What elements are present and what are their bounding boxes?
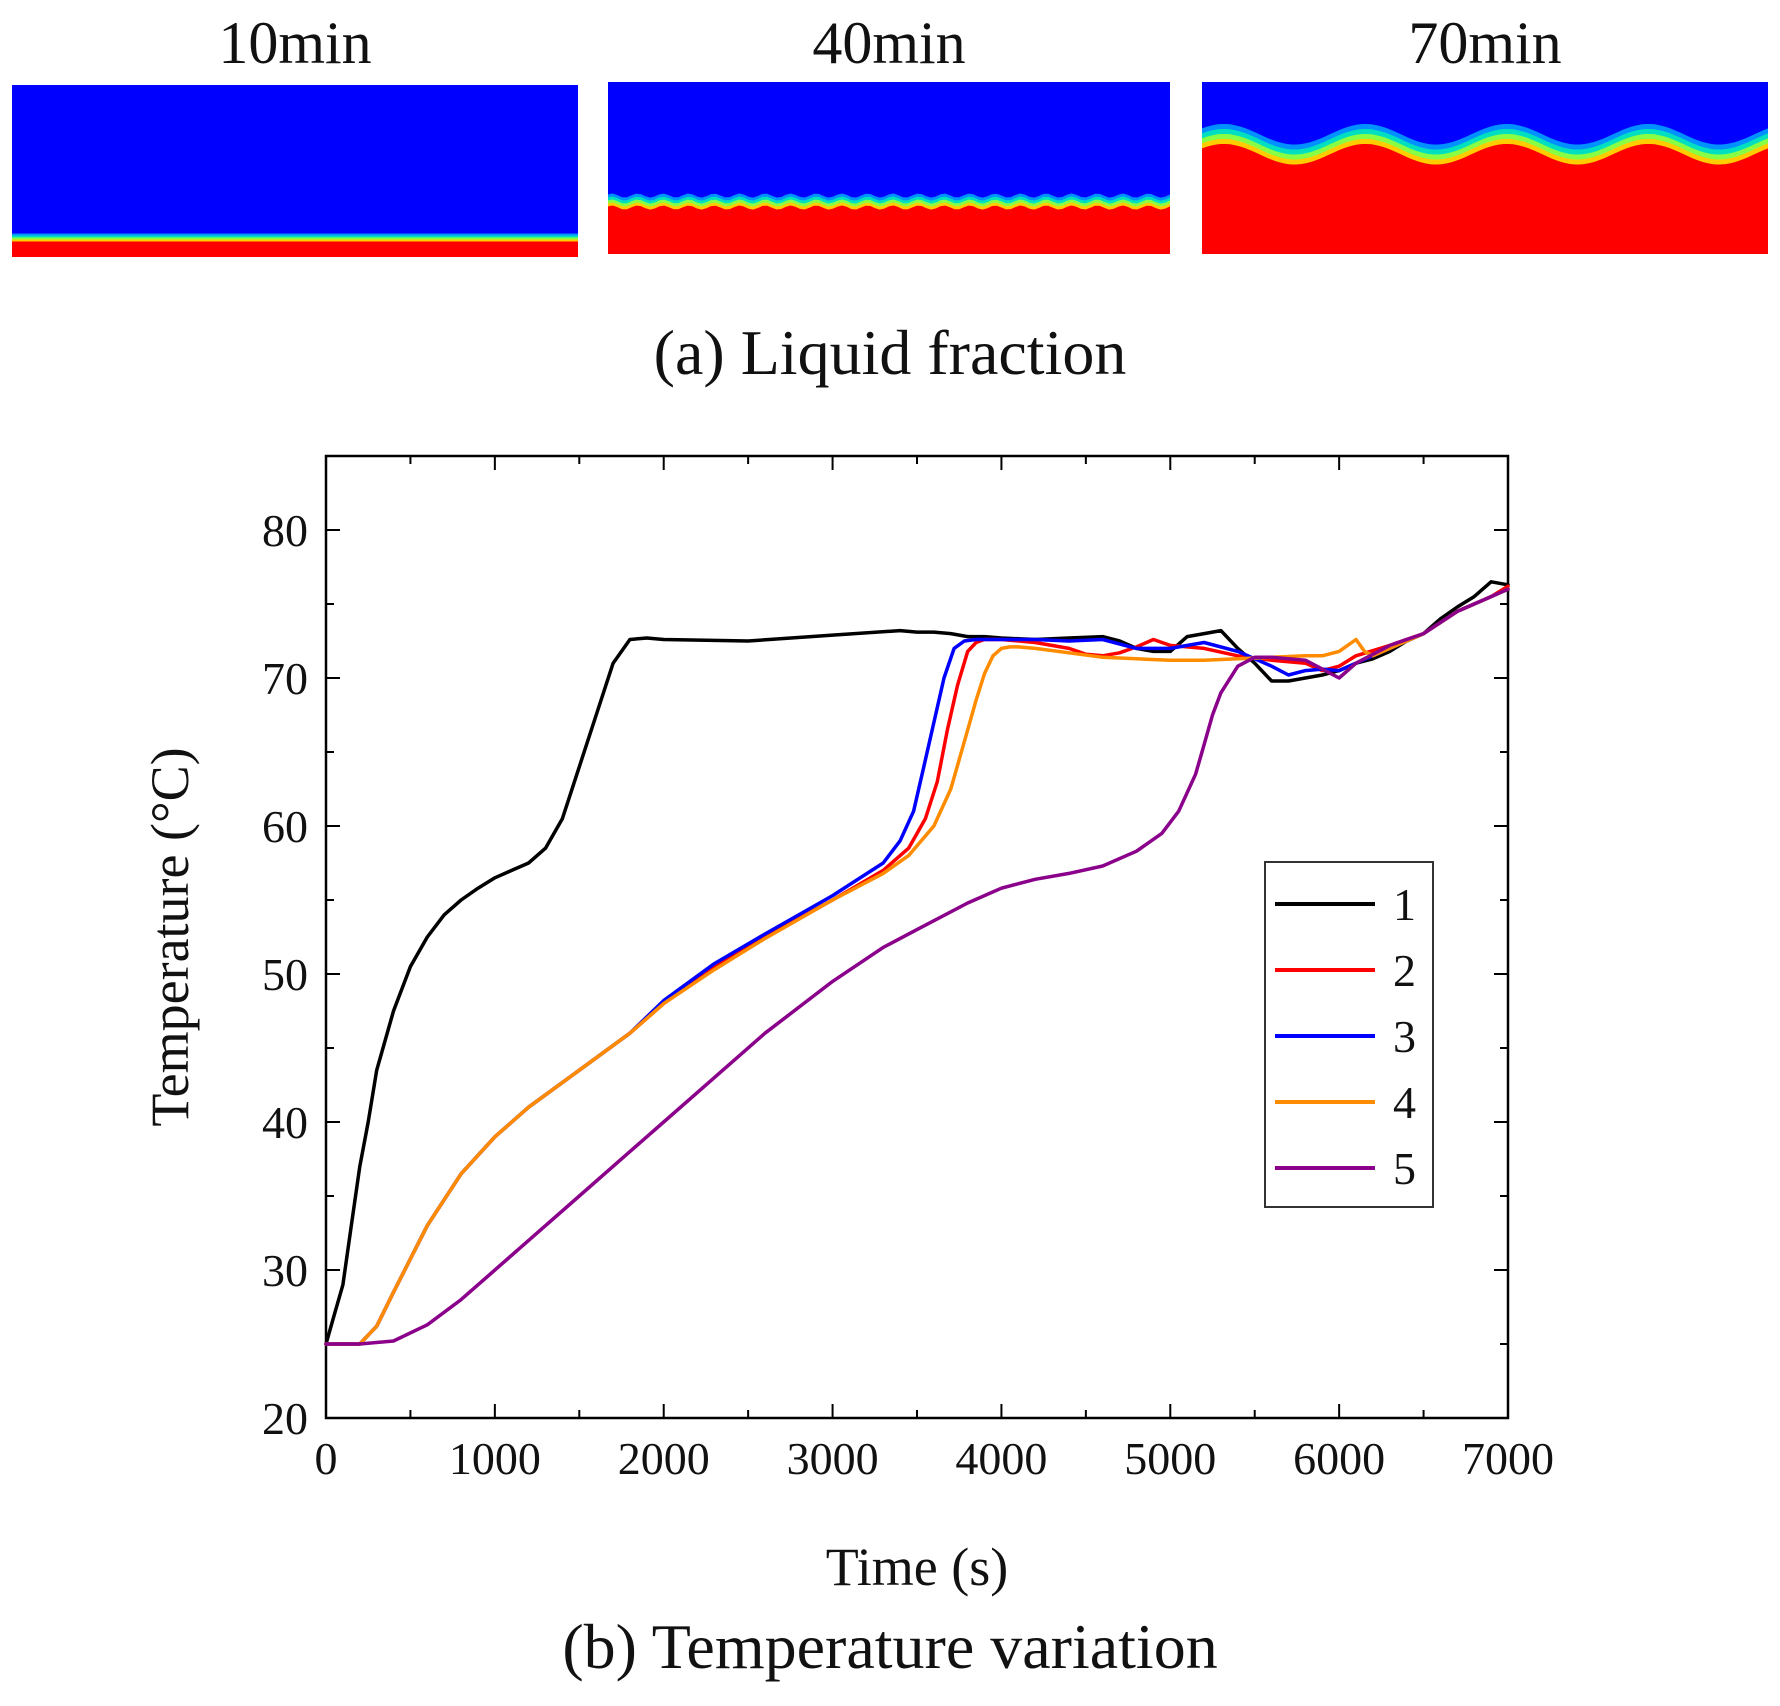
legend-label-1: 1 (1393, 879, 1416, 930)
series-line-3 (324, 587, 1510, 1346)
field-10min (12, 85, 578, 257)
series-line-2 (324, 584, 1510, 1346)
legend-box (1264, 861, 1434, 1208)
y-tick-label: 20 (262, 1393, 308, 1444)
x-tick-label: 1000 (449, 1433, 541, 1484)
x-tick-label: 4000 (955, 1433, 1047, 1484)
y-tick-label: 40 (262, 1097, 308, 1148)
y-tick-label: 60 (262, 801, 308, 852)
y-tick-label: 30 (262, 1245, 308, 1296)
snapshot-label-70min: 70min (1408, 10, 1562, 76)
field-40min (608, 82, 1170, 254)
series-line-5 (324, 587, 1510, 1346)
snapshot-label-10min: 10min (218, 10, 372, 76)
liquid-region (1202, 144, 1768, 254)
series-line-1 (324, 580, 1510, 1346)
x-tick-label: 0 (315, 1433, 338, 1484)
y-tick-label: 80 (262, 505, 308, 556)
x-tick-label: 5000 (1124, 1433, 1216, 1484)
solid-region (12, 85, 578, 257)
liquid-region (608, 205, 1170, 254)
legend: 1 2 3 4 5 (1264, 861, 1434, 1208)
x-tick-label: 7000 (1462, 1433, 1554, 1484)
y-tick-label: 70 (262, 653, 308, 704)
x-tick-label: 6000 (1293, 1433, 1385, 1484)
y-tick-label: 50 (262, 949, 308, 1000)
x-axis-label: Time (s) (826, 1537, 1009, 1597)
field-70min (1202, 82, 1768, 254)
liquid-region (12, 241, 578, 257)
legend-label-3: 3 (1393, 1011, 1416, 1062)
series-line-4 (324, 587, 1510, 1346)
x-tick-label: 3000 (787, 1433, 879, 1484)
liquid-fraction-fields (12, 82, 1768, 257)
y-axis-label: Temperature (°C) (140, 747, 200, 1126)
legend-label-5: 5 (1393, 1143, 1416, 1194)
panel-b-caption: (b) Temperature variation (562, 1611, 1218, 1682)
panel-a-caption: (a) Liquid fraction (653, 317, 1127, 388)
legend-label-4: 4 (1393, 1077, 1416, 1128)
legend-label-2: 2 (1393, 945, 1416, 996)
snapshot-label-40min: 40min (812, 10, 966, 76)
x-tick-label: 2000 (618, 1433, 710, 1484)
plot-frame (324, 454, 1510, 1420)
